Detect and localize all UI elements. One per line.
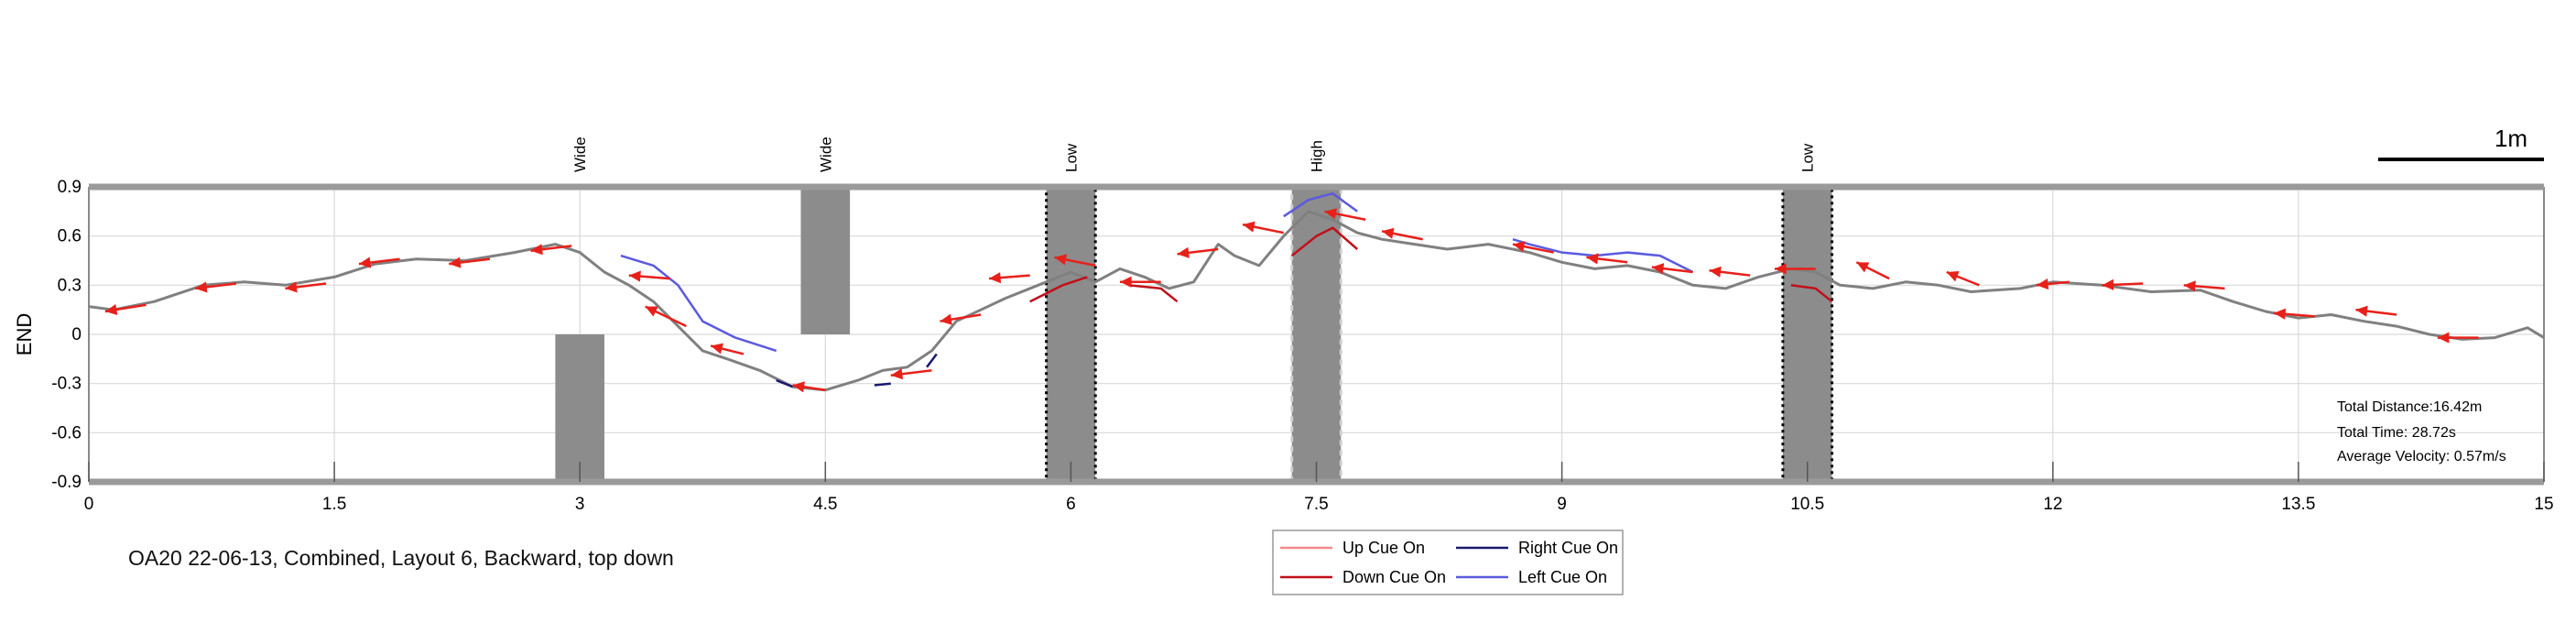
x-tick-label: 9 (1557, 495, 1567, 514)
heading-arrow-head (1512, 241, 1526, 253)
legend-item-left-cue: Left Cue On (1456, 568, 1607, 586)
x-tick-label: 6 (1066, 495, 1076, 514)
y-tick-label: 0 (71, 325, 82, 344)
legend-label-right-cue: Right Cue On (1518, 539, 1618, 557)
legend-label-down-cue: Down Cue On (1342, 568, 1446, 586)
heading-arrow-head (285, 281, 298, 293)
y-tick-label: 0.9 (58, 178, 82, 197)
heading-arrow-head (1946, 271, 1960, 282)
heading-arrow-head (2437, 332, 2450, 344)
heading-arrow-head (2355, 305, 2368, 317)
cue-segment (776, 378, 794, 388)
x-tick-label: 7.5 (1304, 495, 1328, 514)
y-tick-label: 0.6 (58, 227, 82, 246)
obstacle-labels: Wide Wide Low High Low (571, 136, 1817, 172)
heading-arrow-head (1243, 221, 1255, 233)
obstacle-label: Low (1062, 143, 1080, 172)
obstacle-label: Low (1799, 143, 1817, 172)
total-distance: Total Distance:16.42m (2337, 399, 2482, 415)
legend-item-right-cue: Right Cue On (1456, 539, 1618, 557)
heading-arrow-head (940, 313, 952, 325)
obstacle-label: High (1309, 140, 1326, 172)
legend-label-left-cue: Left Cue On (1518, 568, 1607, 586)
obstacle-label: Wide (571, 136, 589, 172)
x-tick-label: 10.5 (1790, 495, 1824, 514)
total-time: Total Time: 28.72s (2337, 425, 2456, 441)
x-tick-label: 15 (2534, 495, 2553, 514)
cue-segment (1029, 276, 1088, 303)
scale-bar: 1m (2378, 125, 2544, 161)
figure-caption: OA20 22-06-13, Combined, Layout 6, Backw… (128, 546, 674, 570)
cue-segment (1283, 191, 1358, 218)
heading-arrow-head (711, 343, 723, 355)
heading-arrow-head (2036, 278, 2049, 290)
legend-item-up-cue: Up Cue On (1280, 539, 1425, 557)
obstacle-block (800, 187, 851, 334)
axis-ticks: 0 1.5 3 4.5 6 7.5 9 10.5 12 13.5 15 0.9 0.6 0.3 0 -0.3 -… (51, 178, 2553, 514)
heading-arrow-head (2102, 278, 2114, 290)
x-tick-label: 3 (575, 495, 585, 514)
y-axis-label: END (13, 313, 36, 355)
heading-arrow-head (1774, 263, 1787, 275)
cue-segment (1790, 284, 1833, 303)
obstacle-block (1781, 185, 1834, 484)
obstacle-label: Wide (817, 136, 834, 172)
x-tick-label: 4.5 (813, 495, 837, 514)
cue-segment (1290, 226, 1359, 257)
heading-arrow-head (2183, 280, 2196, 292)
x-tick-label: 12 (2043, 495, 2062, 514)
cue-segment (874, 382, 891, 387)
heading-arrow-head (2274, 308, 2287, 320)
cue-segment (1512, 238, 1694, 274)
scale-bar-label: 1m (2494, 125, 2527, 152)
heading-arrow-head (1324, 208, 1337, 220)
legend: Up Cue On Right Cue On Down Cue On Left … (1272, 529, 1624, 595)
x-tick-label: 1.5 (322, 495, 346, 514)
legend-item-down-cue: Down Cue On (1280, 568, 1446, 586)
heading-arrow-head (1709, 266, 1722, 278)
heading-arrow-head (1651, 263, 1665, 275)
stats-panel: Total Distance:16.42m Total Time: 28.72s… (2337, 399, 2506, 464)
y-tick-label: -0.9 (51, 473, 82, 492)
y-tick-label: -0.6 (51, 423, 82, 442)
heading-arrow-head (989, 272, 1002, 284)
y-tick-label: -0.3 (51, 375, 82, 394)
cue-segment (620, 254, 777, 353)
heading-arrows (104, 208, 2479, 393)
heading-arrow-head (645, 306, 658, 317)
heading-arrow-head (1586, 253, 1599, 265)
heading-arrow-head (792, 381, 805, 393)
legend-box (1272, 529, 1624, 595)
heading-arrow-head (1120, 276, 1132, 288)
x-tick-label: 0 (84, 495, 94, 514)
heading-arrow-head (195, 281, 208, 293)
heading-arrow-head (628, 270, 641, 282)
heading-arrow-head (890, 368, 904, 380)
heading-arrow-head (449, 257, 462, 268)
heading-arrow-head (358, 257, 372, 268)
obstacle-block (1045, 185, 1097, 484)
average-velocity: Average Velocity: 0.57m/s (2337, 449, 2506, 464)
heading-arrow-head (1856, 262, 1870, 273)
cue-segment (926, 353, 938, 368)
obstacle-block (555, 334, 605, 482)
heading-arrow-head (1054, 254, 1068, 266)
heading-arrow-head (1381, 227, 1395, 239)
heading-arrow-head (104, 303, 118, 315)
legend-label-up-cue: Up Cue On (1342, 539, 1425, 557)
y-tick-label: 0.3 (58, 276, 82, 295)
obstacle-block (1290, 185, 1342, 484)
cue-segment (1127, 284, 1179, 303)
x-tick-label: 13.5 (2281, 495, 2315, 514)
heading-arrow-head (530, 244, 543, 256)
heading-arrow-head (1177, 246, 1190, 258)
